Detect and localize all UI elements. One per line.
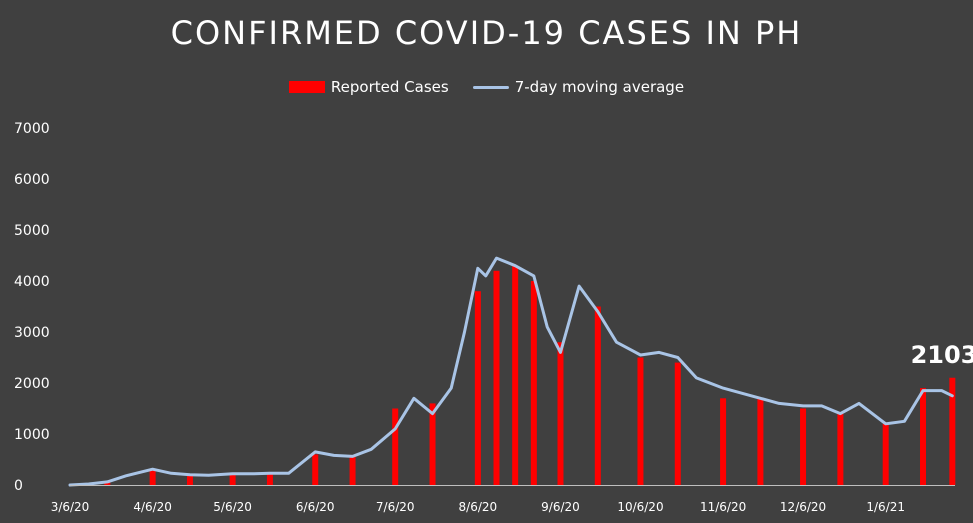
bar: [349, 456, 356, 485]
bar: [949, 377, 956, 485]
bar: [229, 473, 236, 485]
bar: [266, 472, 273, 485]
bar: [720, 398, 727, 485]
bar: [474, 291, 481, 485]
legend-swatch-line: [472, 85, 509, 89]
x-tick-label: 5/6/20: [213, 500, 252, 514]
x-tick-label: 7/6/20: [376, 500, 415, 514]
chart-title: CONFIRMED COVID-19 CASES IN PH: [170, 14, 803, 52]
legend-label-reported-cases: Reported Cases: [330, 78, 449, 96]
bar: [512, 265, 519, 485]
legend-label-moving-average: 7-day moving average: [514, 78, 685, 96]
bar: [312, 454, 319, 485]
bar: [104, 482, 111, 485]
bar: [493, 270, 500, 485]
legend: Reported Cases 7-day moving average: [0, 78, 973, 96]
x-tick-label: 11/6/20: [700, 500, 746, 514]
bar: [392, 408, 399, 485]
last-value-label: 2103: [911, 341, 973, 369]
bar: [800, 408, 807, 485]
x-tick-label: 3/6/20: [51, 500, 90, 514]
bar: [837, 413, 844, 485]
bar: [757, 398, 764, 485]
legend-swatch-bars: [288, 81, 325, 93]
y-tick-label: 7000: [14, 121, 50, 137]
x-tick-label: 9/6/20: [541, 500, 580, 514]
legend-entry-reported-cases: Reported Cases: [288, 78, 449, 96]
bar: [594, 306, 601, 485]
bar: [557, 342, 564, 485]
bar: [429, 403, 436, 485]
moving-average-line: [68, 256, 954, 487]
x-tick-label: 1/6/21: [866, 500, 905, 514]
y-tick-label: 5000: [14, 223, 50, 239]
y-tick-label: 3000: [14, 325, 50, 341]
y-axis: 0 1000 2000 3000 4000 5000 6000 7000: [14, 121, 50, 494]
bar: [920, 388, 927, 485]
bar-series-reported-cases: [104, 265, 956, 485]
x-axis: 3/6/20 4/6/20 5/6/20 6/6/20 7/6/20 8/6/20 9/6/…: [51, 500, 905, 514]
y-tick-label: 4000: [14, 274, 50, 290]
y-tick-label: 6000: [14, 172, 50, 188]
x-tick-label: 8/6/20: [459, 500, 498, 514]
y-tick-label: 2000: [14, 376, 50, 392]
bar: [882, 423, 889, 485]
bar: [674, 362, 681, 485]
y-tick-label: 0: [14, 478, 23, 494]
x-tick-label: 10/6/20: [617, 500, 663, 514]
x-tick-label: 12/6/20: [780, 500, 826, 514]
legend-entry-moving-average: 7-day moving average: [472, 78, 685, 96]
y-tick-label: 1000: [14, 427, 50, 443]
x-tick-label: 4/6/20: [133, 500, 172, 514]
line-series-moving-average: [68, 256, 954, 487]
bar: [149, 469, 156, 485]
bar: [530, 281, 537, 485]
x-tick-label: 6/6/20: [296, 500, 335, 514]
bar: [186, 474, 193, 485]
bar: [637, 357, 644, 485]
